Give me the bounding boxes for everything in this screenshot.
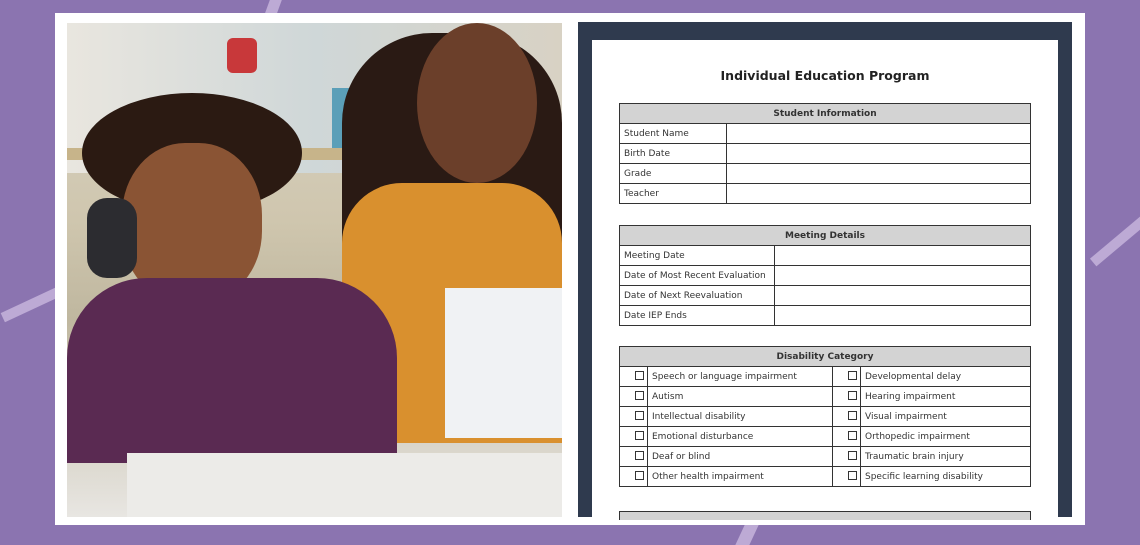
- disability-label: Intellectual disability: [647, 406, 833, 427]
- disability-label: Specific learning disability: [860, 466, 1031, 487]
- checkbox-cell[interactable]: [619, 426, 648, 447]
- field-label: Date of Next Reevaluation: [619, 285, 775, 306]
- field-label: Grade: [619, 163, 727, 184]
- section-header: Student Information: [619, 103, 1031, 124]
- disability-row: Autism Hearing impairment: [619, 386, 1031, 407]
- checkbox-cell[interactable]: [832, 426, 861, 447]
- checkbox[interactable]: [848, 470, 857, 480]
- teacher-field[interactable]: [726, 183, 1031, 204]
- disability-label: Autism: [647, 386, 833, 407]
- photo-student-and-teacher: [67, 23, 562, 517]
- checkbox[interactable]: [635, 450, 644, 460]
- checkbox[interactable]: [848, 390, 857, 400]
- iep-form-page: Individual Education Program Student Inf…: [592, 40, 1058, 520]
- disability-label: Hearing impairment: [860, 386, 1031, 407]
- student-information-table: Student Information Student Name Birth D…: [619, 103, 1031, 204]
- decorative-stripe: [735, 525, 759, 545]
- field-label: Birth Date: [619, 143, 727, 164]
- disability-label: Orthopedic impairment: [860, 426, 1031, 447]
- disability-label: Speech or language impairment: [647, 366, 833, 387]
- birth-date-field[interactable]: [726, 143, 1031, 164]
- checkbox-cell[interactable]: [832, 446, 861, 467]
- field-label: Date IEP Ends: [619, 305, 775, 326]
- disability-label: Emotional disturbance: [647, 426, 833, 447]
- meeting-date-field[interactable]: [774, 245, 1031, 266]
- checkbox[interactable]: [635, 370, 644, 380]
- disability-label: Developmental delay: [860, 366, 1031, 387]
- decorative-stripe: [1089, 213, 1140, 267]
- checkbox[interactable]: [635, 430, 644, 440]
- checkbox-cell[interactable]: [832, 366, 861, 387]
- disability-label: Deaf or blind: [647, 446, 833, 467]
- iep-end-date-field[interactable]: [774, 305, 1031, 326]
- checkbox-cell[interactable]: [619, 446, 648, 467]
- section-header: Meeting Details: [619, 225, 1031, 246]
- grade-field[interactable]: [726, 163, 1031, 184]
- checkbox-cell[interactable]: [619, 466, 648, 487]
- checkbox-cell[interactable]: [832, 466, 861, 487]
- section-header: Disability Category: [619, 346, 1031, 367]
- checkbox-cell[interactable]: [619, 366, 648, 387]
- checkbox-cell[interactable]: [619, 406, 648, 427]
- disability-row: Emotional disturbance Orthopedic impairme…: [619, 426, 1031, 447]
- checkbox[interactable]: [848, 410, 857, 420]
- checkbox-cell[interactable]: [832, 386, 861, 407]
- section-header: [619, 511, 1031, 520]
- disability-row: Deaf or blind Traumatic brain injury: [619, 446, 1031, 467]
- meeting-details-table: Meeting Details Meeting Date Date of Mos…: [619, 225, 1031, 326]
- checkbox[interactable]: [635, 390, 644, 400]
- disability-row: Other health impairment Specific learning…: [619, 466, 1031, 487]
- next-reevaluation-field[interactable]: [774, 285, 1031, 306]
- disability-category-table: Disability Category Speech or language i…: [619, 346, 1031, 487]
- recent-evaluation-field[interactable]: [774, 265, 1031, 286]
- disability-row: Intellectual disability Visual impairment: [619, 406, 1031, 427]
- disability-label: Traumatic brain injury: [860, 446, 1031, 467]
- field-label: Student Name: [619, 123, 727, 144]
- field-label: Date of Most Recent Evaluation: [619, 265, 775, 286]
- checkbox[interactable]: [635, 470, 644, 480]
- checkbox[interactable]: [848, 370, 857, 380]
- decorative-stripe: [0, 287, 60, 323]
- form-title: Individual Education Program: [720, 68, 930, 83]
- checkbox[interactable]: [635, 410, 644, 420]
- student-name-field[interactable]: [726, 123, 1031, 144]
- checkbox-cell[interactable]: [832, 406, 861, 427]
- disability-row: Speech or language impairment Development…: [619, 366, 1031, 387]
- checkbox[interactable]: [848, 430, 857, 440]
- checkbox-cell[interactable]: [619, 386, 648, 407]
- disability-label: Other health impairment: [647, 466, 833, 487]
- disability-label: Visual impairment: [860, 406, 1031, 427]
- field-label: Meeting Date: [619, 245, 775, 266]
- checkbox[interactable]: [848, 450, 857, 460]
- field-label: Teacher: [619, 183, 727, 204]
- next-section-table: [619, 511, 1031, 520]
